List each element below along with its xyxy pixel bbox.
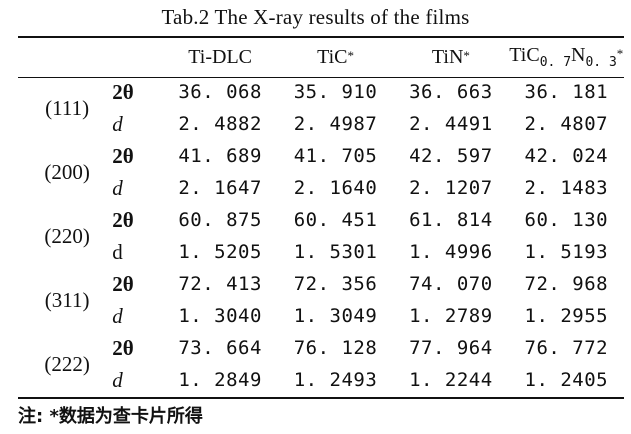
value-cell: 36. 181 <box>524 81 609 103</box>
table-row-d: d 2. 1647 2. 1640 2. 1207 2. 1483 <box>18 172 624 204</box>
value-cell: 60. 875 <box>178 209 262 231</box>
table-row-theta: (111) 2θ 36. 068 35. 910 36. 663 36. 181 <box>18 76 624 120</box>
value-cell: 36. 068 <box>178 81 262 103</box>
plane-label: (311) <box>44 287 90 312</box>
table-caption: Tab.2 The X-ray results of the films <box>161 5 470 29</box>
value-cell: 2. 4882 <box>178 113 262 135</box>
plane-label: (200) <box>44 159 90 184</box>
value-cell: 36. 663 <box>409 81 493 103</box>
d-label: d <box>112 175 123 200</box>
table-row-d: d 2. 4882 2. 4987 2. 4491 2. 4807 <box>18 108 624 140</box>
header-rule <box>18 77 624 78</box>
value-cell: 72. 413 <box>178 273 262 295</box>
table-row-d: d 1. 5205 1. 5301 1. 4996 1. 5193 <box>18 236 624 268</box>
header-ticn-mark: * <box>616 46 624 61</box>
value-cell: 1. 5205 <box>178 241 262 263</box>
value-cell: 61. 814 <box>409 209 493 231</box>
value-cell: 1. 3040 <box>178 305 262 327</box>
header-tic-label: TiC <box>317 45 348 68</box>
header-tin-label: TiN <box>431 45 464 68</box>
value-cell: 1. 5193 <box>524 241 609 263</box>
header-tic-mark: * <box>347 47 354 63</box>
value-cell: 1. 4996 <box>409 241 493 263</box>
value-cell: 2. 4987 <box>293 113 378 135</box>
value-cell: 72. 356 <box>293 273 378 295</box>
header-tic: TiC* <box>278 38 393 76</box>
table-header-row: Ti-DLC TiC* TiN* TiC0. 7N0. 3* <box>18 38 624 76</box>
plane-label: (220) <box>44 223 90 248</box>
header-ti-dlc: Ti-DLC <box>162 38 277 76</box>
value-cell: 1. 2244 <box>409 369 493 391</box>
value-cell: 1. 2405 <box>524 369 609 391</box>
header-ticn-label-a: TiC <box>509 44 540 66</box>
d-label: d <box>112 367 123 392</box>
value-cell: 1. 2955 <box>524 305 609 327</box>
xray-results-table: Ti-DLC TiC* TiN* TiC0. 7N0. 3* (111) 2θ … <box>18 38 624 396</box>
plane-label: (222) <box>44 351 90 376</box>
theta-label: 2θ <box>112 207 134 232</box>
table-footnote: 注: *数据为查卡片所得 <box>18 406 203 427</box>
bottom-rule <box>18 397 624 399</box>
value-cell: 76. 772 <box>524 337 609 359</box>
table-row-theta: (311) 2θ 72. 413 72. 356 74. 070 72. 968 <box>18 268 624 312</box>
value-cell: 35. 910 <box>293 81 378 103</box>
value-cell: 1. 2849 <box>178 369 262 391</box>
value-cell: 41. 689 <box>178 145 262 167</box>
value-cell: 60. 130 <box>524 209 609 231</box>
value-cell: 2. 1483 <box>524 177 609 199</box>
value-cell: 72. 968 <box>524 273 609 295</box>
table-row-theta: (222) 2θ 73. 664 76. 128 77. 964 76. 772 <box>18 332 624 376</box>
value-cell: 77. 964 <box>409 337 493 359</box>
d-label: d <box>112 303 123 328</box>
value-cell: 42. 597 <box>409 145 493 167</box>
value-cell: 2. 1647 <box>178 177 262 199</box>
value-cell: 41. 705 <box>293 145 378 167</box>
value-cell: 76. 128 <box>293 337 378 359</box>
value-cell: 2. 4491 <box>409 113 493 135</box>
header-blank-group <box>18 38 110 76</box>
table-body: (111) 2θ 36. 068 35. 910 36. 663 36. 181… <box>18 76 624 396</box>
value-cell: 2. 1207 <box>409 177 493 199</box>
value-cell: 1. 2493 <box>293 369 378 391</box>
header-blank-param <box>110 38 162 76</box>
value-cell: 2. 4807 <box>524 113 609 135</box>
value-cell: 1. 2789 <box>409 305 493 327</box>
top-rule <box>18 36 624 38</box>
table-row-d: d 1. 2849 1. 2493 1. 2244 1. 2405 <box>18 364 624 396</box>
header-ti-dlc-label: Ti-DLC <box>188 45 253 68</box>
header-ticn-label-b: N <box>571 44 586 66</box>
theta-label: 2θ <box>112 271 134 296</box>
plane-label: (111) <box>45 95 90 120</box>
value-cell: 74. 070 <box>409 273 493 295</box>
theta-label: 2θ <box>112 335 134 360</box>
value-cell: 2. 1640 <box>293 177 378 199</box>
table-row-theta: (220) 2θ 60. 875 60. 451 61. 814 60. 130 <box>18 204 624 248</box>
theta-label: 2θ <box>112 143 134 168</box>
value-cell: 42. 024 <box>524 145 609 167</box>
table-row-theta: (200) 2θ 41. 689 41. 705 42. 597 42. 024 <box>18 140 624 184</box>
header-ticn-sub-a: 0. 7 <box>539 55 572 70</box>
header-tin: TiN* <box>393 38 508 76</box>
value-cell: 60. 451 <box>293 209 378 231</box>
header-ticn: TiC0. 7N0. 3* <box>509 38 624 76</box>
theta-label: 2θ <box>112 79 134 104</box>
value-cell: 1. 5301 <box>293 241 378 263</box>
header-tin-mark: * <box>463 47 470 63</box>
value-cell: 73. 664 <box>178 337 262 359</box>
table-row-d: d 1. 3040 1. 3049 1. 2789 1. 2955 <box>18 300 624 332</box>
header-ticn-sub-b: 0. 3 <box>585 55 617 70</box>
d-label: d <box>112 239 123 264</box>
value-cell: 1. 3049 <box>293 305 378 327</box>
d-label: d <box>112 111 123 136</box>
